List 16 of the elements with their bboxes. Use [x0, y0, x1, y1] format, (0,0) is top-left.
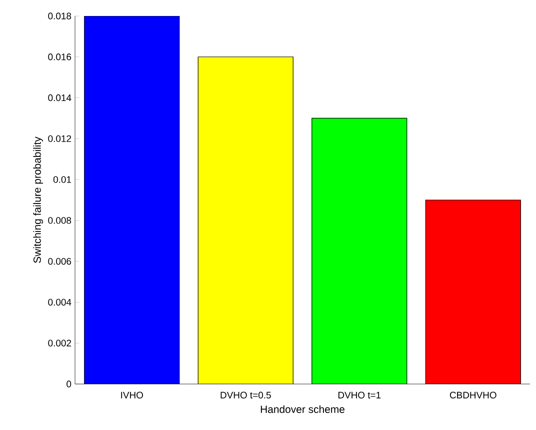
y-axis-title: Switching failure probability — [33, 136, 43, 263]
y-tick-label: 0 — [66, 380, 72, 388]
y-tick-label: 0.016 — [48, 54, 72, 60]
y-tick-label: 0.018 — [48, 12, 72, 20]
x-tick-label: CBDHVHO — [450, 392, 496, 398]
y-tick-label: 0.008 — [48, 217, 72, 224]
x-axis-title: Handover scheme — [260, 405, 344, 413]
y-tick-label: 0.004 — [48, 298, 72, 306]
y-tick-label: 0.01 — [53, 176, 72, 183]
x-tick-label: DVHO t=1 — [338, 392, 381, 398]
x-tick-label: DVHO t=0.5 — [220, 392, 271, 398]
x-tick-label: IVHO — [121, 392, 143, 398]
y-tick-label: 0.002 — [48, 340, 72, 346]
y-tick-label: 0.006 — [48, 258, 72, 265]
y-tick-label: 0.014 — [48, 94, 72, 102]
y-tick-label: 0.012 — [48, 135, 72, 142]
